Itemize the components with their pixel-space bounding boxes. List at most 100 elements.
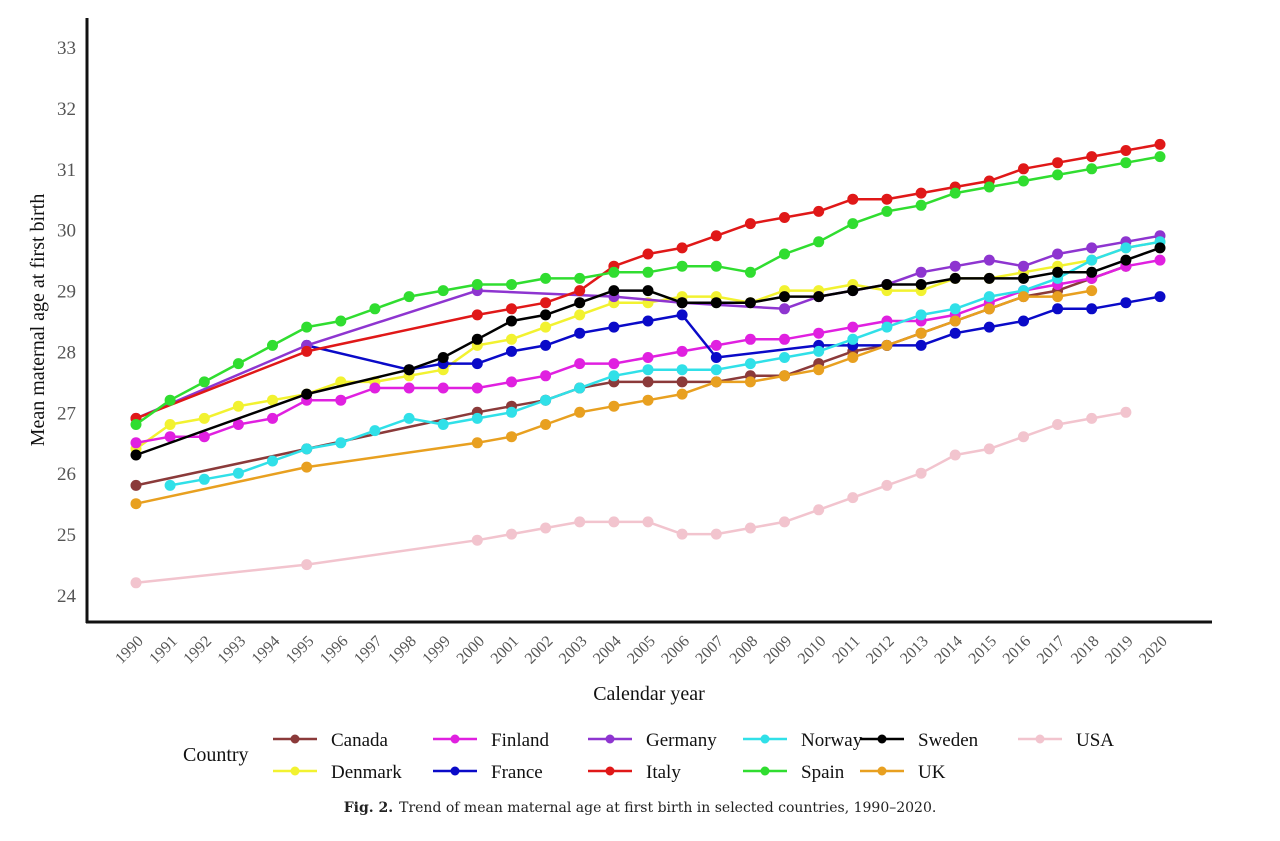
- data-point: [301, 345, 313, 357]
- data-point: [983, 303, 995, 315]
- series-line-norway: [169, 240, 1161, 487]
- data-point: [471, 279, 483, 290]
- data-point: [608, 516, 620, 528]
- x-tick-label: 2014: [931, 633, 966, 668]
- data-point: [574, 327, 586, 339]
- y-tick-label: 33: [57, 38, 76, 59]
- legend-swatch-dot: [877, 766, 887, 776]
- data-point: [642, 315, 654, 327]
- data-point: [301, 443, 313, 455]
- x-tick-label: 1990: [112, 633, 147, 668]
- x-tick-label: 1997: [351, 633, 386, 668]
- data-point: [574, 297, 586, 309]
- data-point: [1154, 138, 1166, 150]
- data-point: [198, 376, 210, 388]
- data-point: [949, 327, 961, 339]
- data-point: [1052, 157, 1064, 169]
- data-point: [642, 352, 654, 363]
- figure-caption: Fig. 2. Trend of mean maternal age at fir…: [0, 800, 1280, 816]
- legend-item-spain: Spain: [743, 762, 845, 783]
- y-axis-title: Mean maternal age at first birth: [27, 194, 49, 447]
- x-tick-label: 2007: [692, 633, 727, 668]
- data-point: [1052, 303, 1064, 315]
- x-tick-label: 1999: [419, 633, 454, 668]
- legend-label: Italy: [646, 762, 681, 783]
- data-point: [130, 479, 142, 491]
- data-point: [403, 291, 415, 303]
- data-point: [813, 327, 825, 339]
- data-point: [471, 309, 483, 321]
- data-point: [437, 285, 449, 297]
- data-point: [813, 236, 825, 248]
- data-point: [1086, 242, 1098, 254]
- data-point: [608, 358, 620, 370]
- data-point: [949, 187, 961, 199]
- series-canada: [130, 260, 1132, 491]
- x-tick-label: 2003: [556, 633, 591, 668]
- data-point: [540, 309, 552, 321]
- data-point: [574, 272, 586, 284]
- data-point: [676, 528, 688, 540]
- data-point: [710, 339, 722, 351]
- data-point: [676, 388, 688, 400]
- data-point: [1018, 291, 1029, 303]
- axes: [85, 18, 1212, 624]
- y-tick-label: 27: [57, 403, 76, 424]
- data-point: [915, 309, 927, 321]
- data-point: [130, 437, 142, 449]
- data-point: [164, 419, 176, 430]
- data-point: [915, 266, 927, 278]
- data-point: [608, 285, 620, 297]
- data-point: [642, 516, 654, 528]
- data-point: [983, 291, 995, 303]
- data-point: [1154, 254, 1166, 266]
- data-point: [779, 248, 790, 260]
- series-finland: [130, 254, 1166, 449]
- data-point: [642, 266, 654, 278]
- data-point: [506, 528, 517, 540]
- legend-item-usa: USA: [1018, 730, 1114, 751]
- data-point: [1052, 419, 1064, 430]
- series-uk: [130, 285, 1098, 510]
- data-point: [847, 218, 859, 230]
- y-tick-label: 25: [57, 525, 76, 546]
- data-point: [1052, 169, 1064, 181]
- legend-label: Denmark: [331, 762, 402, 783]
- data-point: [779, 516, 790, 528]
- x-tick-label: 2020: [1136, 633, 1171, 668]
- x-tick-label: 2009: [761, 633, 796, 668]
- x-tick-label: 1992: [180, 633, 215, 668]
- data-point: [676, 309, 688, 321]
- y-tick-label: 32: [57, 99, 76, 120]
- y-tick-label: 31: [57, 160, 76, 181]
- data-point: [574, 406, 586, 418]
- x-tick-label: 2001: [488, 633, 523, 668]
- x-tick-label: 1993: [215, 633, 250, 668]
- x-tick-labels: 1990 1991 1992 1993 1994 1995 1996 1997 1998 1999…: [112, 633, 1171, 668]
- data-point: [574, 285, 586, 297]
- data-point: [540, 394, 552, 406]
- data-point: [574, 309, 586, 321]
- data-point: [744, 376, 756, 388]
- data-point: [1120, 297, 1132, 309]
- data-point: [881, 321, 893, 333]
- data-point: [915, 327, 927, 339]
- data-point: [949, 303, 961, 315]
- data-point: [1018, 272, 1029, 284]
- x-tick-label: 2016: [1000, 633, 1035, 668]
- legend-title: Country: [183, 744, 249, 766]
- data-point: [949, 272, 961, 284]
- legend-swatch-dot: [450, 766, 460, 776]
- legend-label: France: [491, 762, 543, 783]
- data-point: [198, 431, 210, 443]
- x-tick-label: 2008: [727, 633, 762, 668]
- data-point: [164, 394, 176, 406]
- data-point: [369, 303, 381, 315]
- data-point: [676, 376, 688, 388]
- x-tick-label: 2004: [590, 633, 625, 668]
- legend-item-sweden: Sweden: [860, 730, 979, 751]
- data-point: [710, 352, 722, 363]
- legend-label: Norway: [801, 730, 863, 751]
- data-point: [1120, 406, 1132, 418]
